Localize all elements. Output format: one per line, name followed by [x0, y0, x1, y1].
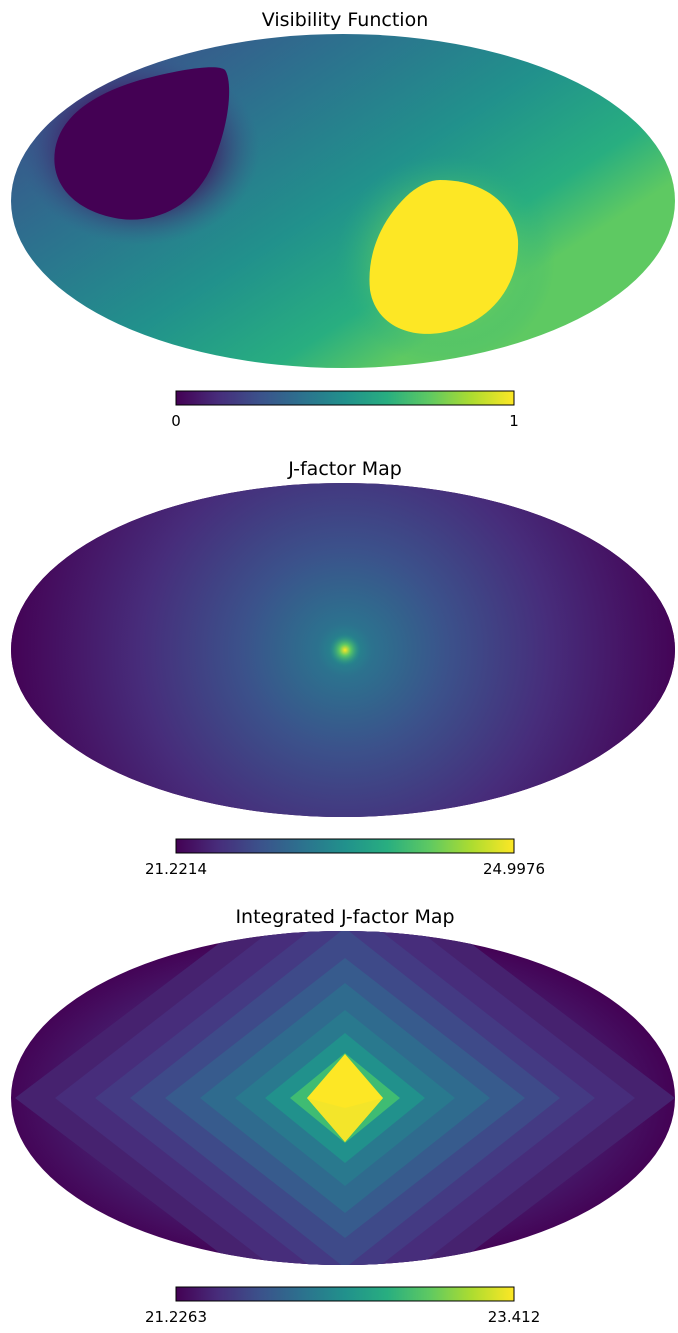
integrated-jfactor-sky-map — [11, 931, 675, 1265]
panel-integrated-jfactor: Integrated J-factor Map 21.2263 23.412 — [11, 906, 675, 1326]
colorbar-1-min-label: 0 — [171, 412, 181, 430]
colorbar-3-max-label: 23.412 — [488, 1308, 541, 1326]
colorbar-2-ramp — [175, 838, 515, 854]
colorbar-2: 21.2214 24.9976 — [145, 838, 545, 878]
panel-2-title: J-factor Map — [287, 458, 402, 480]
colorbar-1: 0 1 — [171, 390, 519, 430]
colorbar-1-ramp — [175, 390, 515, 406]
visibility-dark-region — [54, 67, 230, 220]
panel-3-title: Integrated J-factor Map — [235, 906, 454, 928]
jfactor-sky-map — [11, 483, 675, 817]
panel-jfactor: J-factor Map 21.2214 24.9976 — [11, 458, 675, 878]
visibility-sky-map — [11, 34, 675, 368]
healpix-pixel-layers — [15, 931, 675, 1265]
colorbar-2-min-label: 21.2214 — [145, 860, 207, 878]
colorbar-3-ramp — [175, 1286, 515, 1302]
healpix-core-lower — [307, 1098, 383, 1142]
colorbar-3: 21.2263 23.412 — [145, 1286, 541, 1326]
panel-visibility: Visibility Function 0 1 — [11, 9, 675, 430]
colorbar-3-min-label: 21.2263 — [145, 1308, 207, 1326]
visibility-bright-region — [369, 180, 519, 334]
colorbar-2-max-label: 24.9976 — [483, 860, 545, 878]
panel-1-title: Visibility Function — [262, 9, 428, 31]
colorbar-1-max-label: 1 — [509, 412, 519, 430]
jfactor-peak — [329, 634, 361, 666]
